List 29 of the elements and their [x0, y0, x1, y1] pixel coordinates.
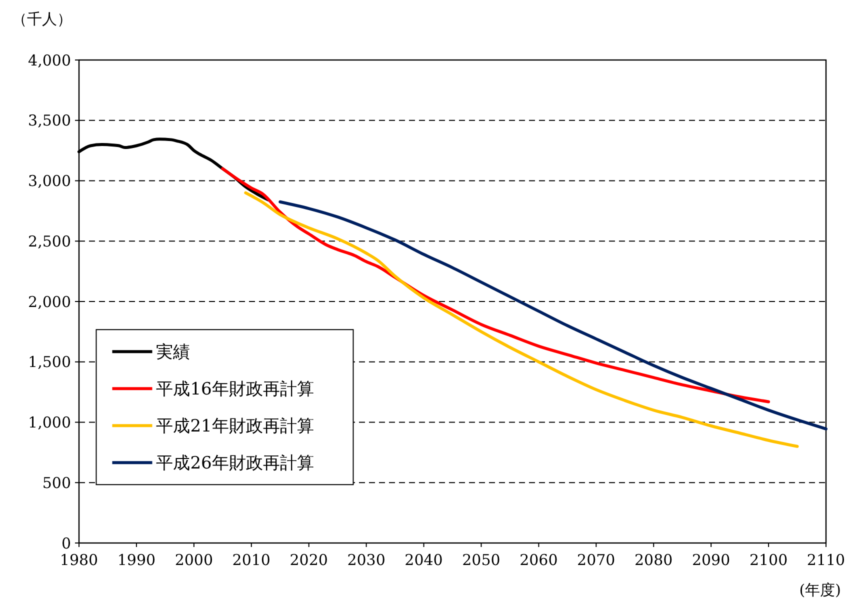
y-tick-label: 4,000 [28, 51, 71, 70]
x-tick-label: 2040 [404, 551, 443, 569]
y-tick-label: 1,500 [28, 353, 71, 372]
x-tick-label: 2100 [749, 551, 788, 569]
x-tick-label: 2060 [520, 551, 558, 569]
y-tick-label: 500 [42, 474, 71, 492]
x-tick-label: 2000 [174, 551, 214, 569]
y-tick-label: 2,000 [28, 292, 71, 311]
legend-label: 平成21年財政再計算 [156, 416, 314, 437]
x-tick-label: 2090 [692, 551, 730, 569]
x-tick-label: 2030 [347, 551, 386, 569]
legend-label: 平成26年財政再計算 [156, 454, 314, 474]
x-tick-label: 1980 [60, 551, 98, 569]
x-tick-label: 2020 [290, 551, 328, 569]
x-tick-label: 1990 [117, 551, 156, 569]
y-tick-label: 0 [61, 534, 71, 552]
x-tick-label: 2110 [806, 551, 846, 569]
y-tick-label: 3,500 [28, 112, 71, 130]
y-tick-label: 1,000 [28, 414, 71, 432]
y-tick-label: 2,500 [28, 232, 71, 250]
y-tick-label: 3,000 [28, 172, 71, 190]
legend-label: 平成16年財政再計算 [156, 380, 314, 400]
x-tick-label: 2070 [577, 551, 616, 569]
y-axis-title: （千人） [12, 10, 72, 28]
legend-label: 実績 [156, 342, 190, 363]
x-tick-label: 2050 [462, 551, 500, 569]
x-tick-label: 2010 [232, 551, 270, 569]
x-axis-title: (年度) [799, 581, 841, 599]
x-tick-label: 2080 [634, 551, 673, 569]
